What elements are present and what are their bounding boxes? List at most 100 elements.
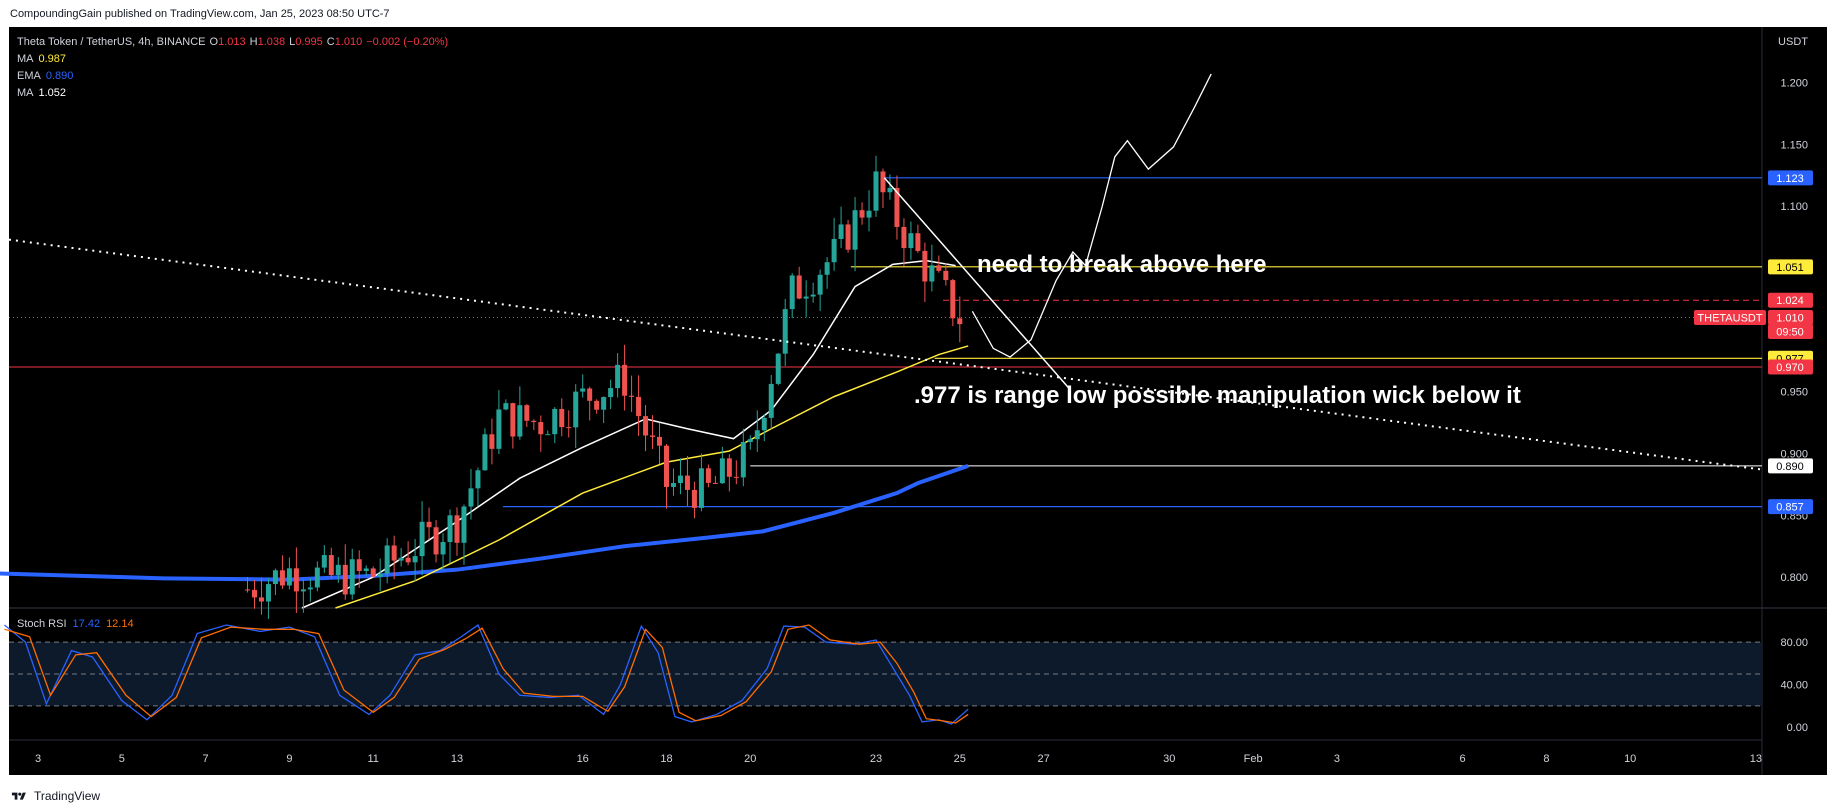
candle-body xyxy=(957,318,963,325)
candle-body xyxy=(461,506,467,543)
candle-body xyxy=(489,434,495,449)
ticker-badge xyxy=(1694,310,1766,325)
candle-body xyxy=(580,388,586,392)
candle-body xyxy=(908,233,914,249)
candle-body xyxy=(901,226,907,249)
price-tick: 0.800 xyxy=(1780,572,1808,584)
candle-body xyxy=(405,557,411,563)
candle-body xyxy=(887,187,893,193)
price-badge xyxy=(1768,170,1813,186)
candle-body xyxy=(419,521,425,557)
legend-close: 1.010 xyxy=(335,36,363,48)
candle-body xyxy=(615,364,621,389)
candle-body xyxy=(433,527,439,555)
candle-body xyxy=(705,468,711,483)
chart-legend: Theta Token / TetherUS, 4h, BINANCE O1.01… xyxy=(17,36,448,99)
candle-body xyxy=(335,564,341,576)
stoch-band-area xyxy=(9,641,1762,707)
candle-body xyxy=(733,476,739,478)
time-axis-ticks: 3 5 7 9 11 13 16 18 20 23 25 27 30 Feb 3 6 8 10 13 xyxy=(35,753,1762,765)
candle-body xyxy=(363,568,369,571)
currency-label: USDT xyxy=(1778,36,1808,48)
legend-o-label: O xyxy=(210,36,219,48)
candle-body xyxy=(859,210,865,218)
candle-body xyxy=(328,555,334,576)
footer: TradingView xyxy=(9,789,100,803)
candle-body xyxy=(307,587,313,590)
candle-body xyxy=(279,570,285,586)
time-tick: 3 xyxy=(1334,753,1340,765)
stoch-rsi-lines xyxy=(4,624,969,725)
candle-body xyxy=(831,238,837,263)
legend-ma-fast: MA 0.987 xyxy=(17,53,66,65)
candle-body xyxy=(482,434,488,471)
candle-body xyxy=(789,275,795,310)
candle-body xyxy=(726,458,732,477)
candle-body xyxy=(915,233,921,251)
candle-body xyxy=(573,391,579,428)
candle-body xyxy=(517,405,523,437)
candle-body xyxy=(761,417,767,431)
price-badge xyxy=(1768,324,1813,339)
ma-fast-path xyxy=(335,345,969,609)
annotation-break-above: need to break above here xyxy=(977,251,1266,278)
candle-body xyxy=(950,280,956,319)
candle-body xyxy=(894,187,900,227)
projected-path xyxy=(971,73,1212,358)
stoch-tick: 40.00 xyxy=(1780,680,1808,692)
time-tick: 20 xyxy=(744,753,756,765)
stoch-axis-ticks: 80.00 40.00 0.00 xyxy=(1780,637,1808,734)
tradingview-logo-icon xyxy=(11,792,26,800)
price-badge-label: 0.970 xyxy=(1776,362,1804,374)
candle-body xyxy=(545,434,551,436)
price-badge-label: 1.010 xyxy=(1776,313,1804,325)
candle-body xyxy=(531,420,537,423)
candle-body xyxy=(824,262,830,275)
candle-body xyxy=(503,403,509,410)
legend-h-label: H xyxy=(250,36,258,48)
candle-body xyxy=(670,483,676,487)
candle-body xyxy=(775,353,781,384)
stoch-label: Stoch RSI xyxy=(17,618,67,630)
candle-body xyxy=(677,475,683,484)
stoch-tick: 0.00 xyxy=(1787,722,1808,734)
candle-body xyxy=(391,545,397,561)
candle-body xyxy=(754,430,760,440)
legend-high: 1.038 xyxy=(258,36,286,48)
ema-path xyxy=(0,463,969,582)
candle-body xyxy=(719,458,725,484)
candle-body xyxy=(398,557,404,561)
legend-open: 1.013 xyxy=(218,36,246,48)
price-badge xyxy=(1768,259,1813,275)
candle-body xyxy=(803,296,809,299)
price-badge-label: 1.051 xyxy=(1776,262,1804,274)
candle-body xyxy=(426,521,432,528)
candle-body xyxy=(852,210,858,250)
time-tick: 16 xyxy=(577,753,589,765)
candle-body xyxy=(286,568,292,586)
candle-body xyxy=(468,488,474,507)
price-badge-label: 1.123 xyxy=(1776,173,1804,185)
candle-body xyxy=(608,388,614,398)
candle-body xyxy=(664,445,669,487)
candle-body xyxy=(314,567,320,588)
price-tick: 0.950 xyxy=(1780,387,1808,399)
candle-body xyxy=(265,584,271,602)
candle-body xyxy=(496,409,502,449)
time-tick: 13 xyxy=(1750,753,1762,765)
ma-slow-path xyxy=(301,259,956,609)
candle-body xyxy=(475,470,481,489)
price-tick: 1.100 xyxy=(1780,201,1808,213)
ma-white-line xyxy=(301,259,956,609)
legend-l-label: L xyxy=(289,36,295,48)
candle-body xyxy=(538,422,544,435)
candle-body xyxy=(293,568,299,592)
candle-body xyxy=(740,442,746,478)
legend-symbol-text: Theta Token / TetherUS, 4h, BINANCE xyxy=(17,36,206,48)
candle-body xyxy=(447,515,453,543)
candle-body xyxy=(684,475,690,490)
price-badges: 1.1231.0511.0241.01009:500.9770.9700.890… xyxy=(1694,170,1813,515)
stoch-k-line xyxy=(4,624,969,725)
candle-body xyxy=(245,589,250,591)
